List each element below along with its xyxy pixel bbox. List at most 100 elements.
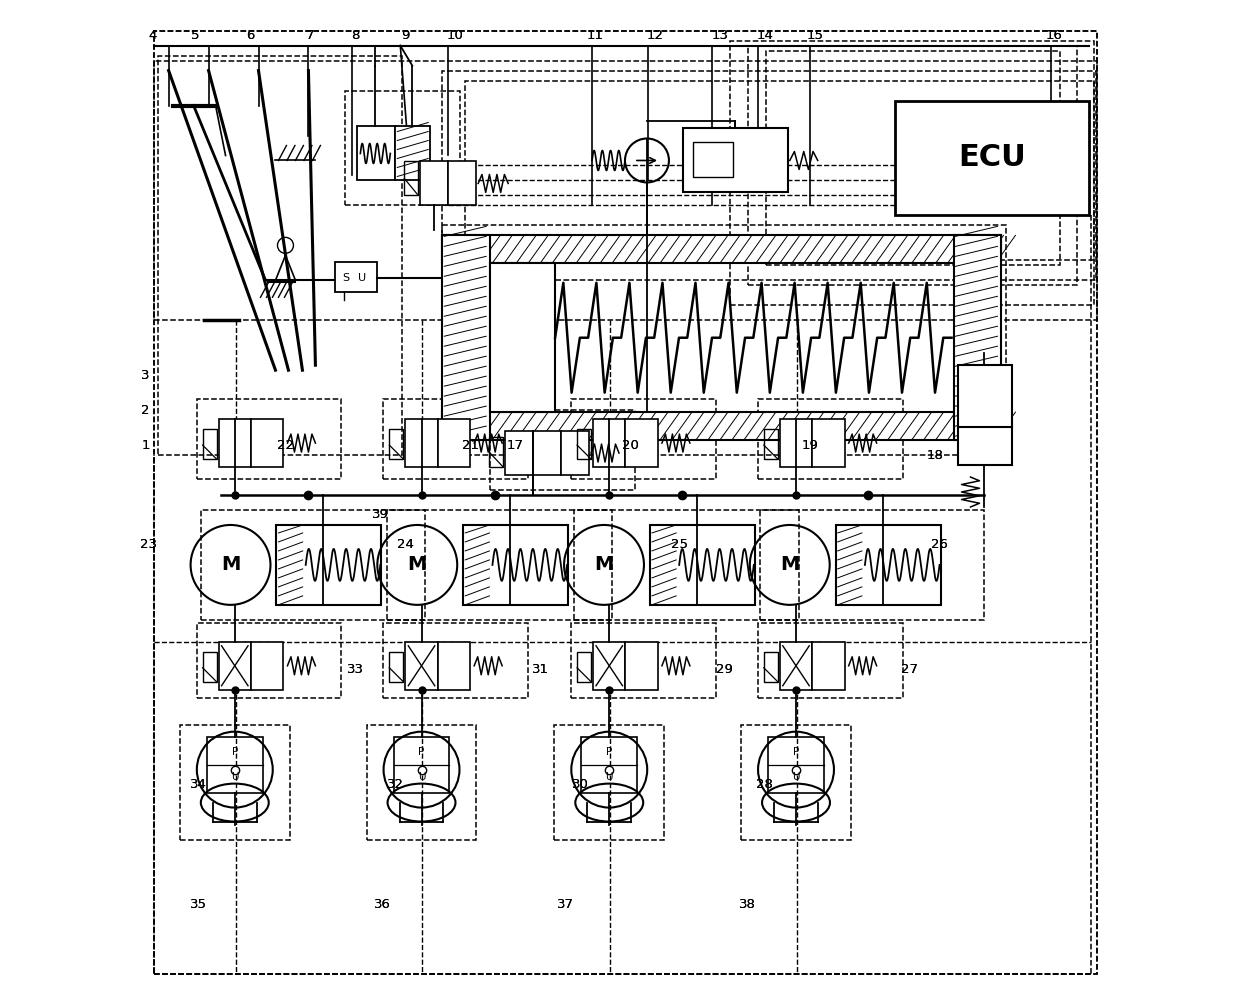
Bar [625, 419, 658, 467]
Bar [443, 412, 1002, 440]
Bar [197, 399, 341, 479]
Text: 8: 8 [351, 29, 360, 42]
Text: 13: 13 [712, 29, 728, 42]
Bar [465, 81, 1095, 260]
Text: U: U [418, 772, 425, 782]
Bar [346, 91, 460, 205]
Bar [443, 235, 1002, 263]
Text: 30: 30 [572, 778, 589, 791]
Bar [250, 419, 284, 467]
Text: 17: 17 [507, 439, 523, 452]
Bar [218, 419, 250, 467]
Text: 20: 20 [621, 439, 639, 452]
Bar [693, 142, 733, 177]
Bar [387, 510, 613, 620]
Bar [335, 262, 377, 292]
Bar [572, 399, 715, 479]
Text: 5: 5 [191, 29, 200, 42]
Text: U: U [358, 273, 367, 283]
Text: M: M [408, 555, 427, 574]
Text: 25: 25 [671, 538, 688, 551]
Bar [443, 71, 1096, 280]
Text: 9: 9 [401, 29, 409, 42]
Text: 38: 38 [739, 898, 756, 911]
Text: 11: 11 [587, 29, 604, 42]
Bar [748, 46, 1078, 285]
Bar [443, 235, 490, 440]
Text: 21: 21 [461, 439, 479, 452]
Text: 14: 14 [756, 29, 774, 42]
Text: 14: 14 [756, 29, 774, 42]
Bar [768, 737, 823, 793]
Bar [625, 642, 658, 690]
Text: 26: 26 [931, 538, 949, 551]
Text: 39: 39 [372, 508, 389, 521]
Bar [760, 510, 985, 620]
Text: P: P [418, 747, 424, 757]
Bar [742, 725, 851, 840]
Text: 11: 11 [587, 29, 604, 42]
Text: 19: 19 [801, 439, 818, 452]
Bar [420, 161, 448, 205]
Text: P: P [606, 747, 613, 757]
Bar [894, 101, 1090, 215]
Text: 26: 26 [931, 538, 949, 551]
Bar [490, 263, 556, 412]
Bar [393, 737, 449, 793]
Text: 31: 31 [532, 663, 548, 676]
Text: 38: 38 [739, 898, 756, 911]
Text: M: M [594, 555, 614, 574]
Bar [533, 431, 560, 475]
Bar [202, 429, 217, 459]
Text: 24: 24 [397, 538, 414, 551]
Bar [404, 161, 418, 195]
Text: 18: 18 [926, 449, 942, 462]
Text: 33: 33 [347, 663, 363, 676]
Text: 18: 18 [926, 449, 942, 462]
Text: 4: 4 [149, 29, 156, 42]
Text: 12: 12 [646, 29, 663, 42]
Text: 32: 32 [387, 778, 404, 791]
Bar [207, 737, 263, 793]
Bar [758, 399, 903, 479]
Text: 4: 4 [149, 29, 156, 42]
Bar [357, 126, 396, 180]
Text: 32: 32 [387, 778, 404, 791]
Bar [764, 652, 777, 682]
Bar [577, 429, 591, 459]
Text: 15: 15 [806, 29, 823, 42]
Bar [574, 510, 799, 620]
Text: U: U [231, 772, 238, 782]
Text: 31: 31 [532, 663, 548, 676]
Bar [367, 725, 476, 840]
Text: 36: 36 [374, 898, 391, 911]
Text: 15: 15 [806, 29, 823, 42]
Bar [758, 623, 903, 698]
Bar [405, 642, 438, 690]
Text: 2: 2 [141, 404, 150, 417]
Bar [780, 642, 812, 690]
Bar [593, 642, 625, 690]
Text: 10: 10 [446, 29, 464, 42]
Text: 6: 6 [247, 29, 254, 42]
Bar [197, 623, 341, 698]
Text: 16: 16 [1047, 29, 1063, 42]
Text: 2: 2 [141, 404, 150, 417]
Bar [554, 725, 665, 840]
Bar [836, 525, 941, 605]
Bar [154, 61, 1097, 320]
Bar [443, 225, 1007, 455]
Text: S: S [342, 273, 348, 283]
Text: 34: 34 [190, 778, 207, 791]
Text: 35: 35 [190, 898, 207, 911]
Bar [218, 642, 250, 690]
Text: 12: 12 [646, 29, 663, 42]
Text: 28: 28 [756, 778, 774, 791]
Text: 27: 27 [901, 663, 918, 676]
Bar [572, 623, 715, 698]
Bar [812, 642, 844, 690]
Bar [730, 41, 1095, 305]
Text: M: M [221, 555, 241, 574]
Bar [490, 437, 503, 467]
Text: 35: 35 [190, 898, 207, 911]
